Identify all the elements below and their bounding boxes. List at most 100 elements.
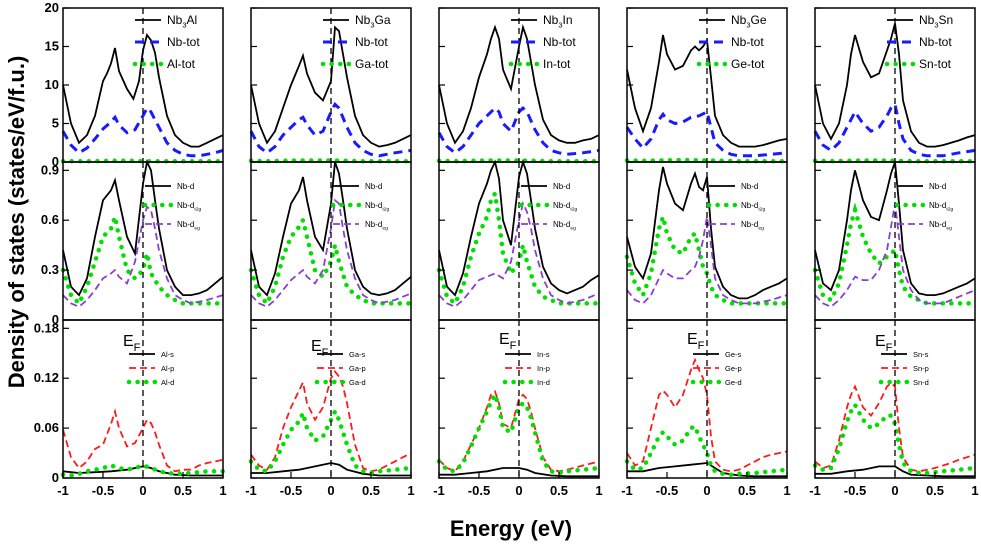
fermi-label: EF — [875, 333, 893, 354]
x-tick-label: 0 — [515, 483, 522, 498]
legend-label: Al-s — [161, 350, 174, 359]
legend-label: Al-tot — [167, 57, 196, 71]
legend-label: In-s — [537, 350, 550, 359]
x-tick-label: -0.5 — [656, 483, 678, 498]
series-line-Sn-p — [815, 383, 975, 471]
legend-label: Nb3Ge — [731, 13, 767, 30]
x-tick-label: 1 — [219, 483, 226, 498]
x-tick-label: 0 — [703, 483, 710, 498]
panel-Nb3In-x-orbital: In-s In-p In-d EF — [439, 320, 599, 478]
legend-label: Ge-d — [725, 378, 742, 387]
legend-label: Sn-tot — [919, 57, 952, 71]
y-axis-title: Density of states (states/eV/f.u.) — [4, 56, 29, 389]
legend: Nb-d Nb-dt2g Nb-deg — [897, 182, 953, 231]
legend-label: Ge-s — [725, 350, 742, 359]
y-tick-label: 0.9 — [41, 162, 59, 177]
legend-label: Nb-d — [365, 182, 382, 191]
x-tick-label: 1 — [407, 483, 414, 498]
legend-label: Nb3In — [543, 13, 573, 30]
legend-label: Nb-tot — [919, 35, 952, 49]
legend-label: Nb-d — [929, 182, 946, 191]
x-tick-label: -1 — [621, 483, 633, 498]
x-tick-label: 1 — [595, 483, 602, 498]
legend: In-s In-p In-d — [505, 350, 550, 387]
x-tick-label: 0 — [891, 483, 898, 498]
legend-label: Ge-p — [725, 364, 742, 373]
x-tick-label: -0.5 — [280, 483, 302, 498]
legend-label: In-p — [537, 364, 550, 373]
panel-Nb3Ga-x-orbital: Ga-s Ga-p Ga-d EF — [251, 320, 411, 478]
panel-Nb3Sn-x-orbital: Sn-s Sn-p Sn-d EF — [815, 320, 975, 478]
legend-label: Ga-tot — [355, 57, 389, 71]
panel-Nb3Ge-x-orbital: Ge-s Ge-p Ge-d EF — [627, 320, 787, 478]
y-tick-label: 10 — [45, 77, 59, 92]
legend-label: Nb-deg — [929, 220, 952, 231]
x-tick-label: 0.5 — [926, 483, 944, 498]
x-tick-label: 0.5 — [738, 483, 756, 498]
legend: Ge-s Ge-p Ge-d — [693, 350, 742, 387]
legend-label: Nb-d — [741, 182, 758, 191]
legend-label: Nb-d — [553, 182, 570, 191]
panel-Nb3Ga-nb-d: Nb-d Nb-dt2g Nb-deg — [251, 162, 411, 320]
legend-label: Nb-deg — [741, 220, 764, 231]
y-tick-label: 0.06 — [34, 420, 59, 435]
y-tick-label: 0.3 — [41, 262, 59, 277]
x-tick-label: 1 — [971, 483, 978, 498]
x-tick-label: -0.5 — [468, 483, 490, 498]
legend-label: Nb-d — [177, 182, 194, 191]
legend-label: Nb-dt2g — [177, 201, 201, 212]
x-tick-label: 0.5 — [550, 483, 568, 498]
x-tick-label: 0 — [139, 483, 146, 498]
x-axis-title: Energy (eV) — [450, 516, 572, 541]
panel-Nb3Sn-total: Nb3Sn Nb-tot Sn-tot — [815, 8, 975, 162]
panel-Nb3In-nb-d: Nb-d Nb-dt2g Nb-deg — [439, 162, 599, 320]
legend-label: Ge-tot — [731, 57, 765, 71]
legend: Nb3Ge Nb-tot Ge-tot — [699, 13, 767, 71]
legend-label: Al-d — [161, 378, 174, 387]
legend-label: Sn-d — [913, 378, 929, 387]
x-tick-label: 0.5 — [174, 483, 192, 498]
legend-label: Sn-s — [913, 350, 929, 359]
fermi-label: EF — [687, 331, 705, 352]
legend-label: Nb-deg — [553, 220, 576, 231]
x-tick-label: -1 — [809, 483, 821, 498]
legend-label: Ga-d — [349, 378, 366, 387]
legend-label: Nb-tot — [543, 35, 576, 49]
x-tick-label: -0.5 — [92, 483, 114, 498]
panel-Nb3In-total: Nb3In Nb-tot In-tot — [439, 8, 599, 162]
fermi-label: EF — [311, 338, 329, 359]
legend-label: Nb3Sn — [919, 13, 953, 30]
x-tick-label: -1 — [433, 483, 445, 498]
legend-label: Nb3Al — [167, 13, 197, 30]
x-tick-label: 0 — [327, 483, 334, 498]
legend-label: Ga-p — [349, 364, 366, 373]
panel-Nb3Sn-nb-d: Nb-d Nb-dt2g Nb-deg — [815, 162, 975, 320]
legend-label: Nb-dt2g — [553, 201, 577, 212]
legend-label: In-d — [537, 378, 550, 387]
legend-label: Nb-tot — [167, 35, 200, 49]
legend-label: Nb-dt2g — [929, 201, 953, 212]
legend-label: Nb-dt2g — [365, 201, 389, 212]
y-tick-label: 15 — [45, 39, 59, 54]
legend-label: Nb-deg — [365, 220, 388, 231]
y-tick-label: 0.6 — [41, 212, 59, 227]
legend: Sn-s Sn-p Sn-d — [881, 350, 929, 387]
legend-label: Ga-s — [349, 350, 366, 359]
y-tick-label: 0.18 — [34, 320, 59, 335]
legend-label: Sn-p — [913, 364, 929, 373]
x-tick-label: 0.5 — [362, 483, 380, 498]
x-tick-label: -1 — [245, 483, 257, 498]
legend-label: Nb-tot — [731, 35, 764, 49]
legend-label: In-tot — [543, 57, 571, 71]
fermi-label: EF — [499, 331, 517, 352]
legend-label: Nb3Ga — [355, 13, 391, 30]
y-tick-label: 20 — [45, 0, 59, 15]
legend-label: Nb-deg — [177, 220, 200, 231]
legend: Al-sAl-pAl-d — [129, 350, 174, 387]
